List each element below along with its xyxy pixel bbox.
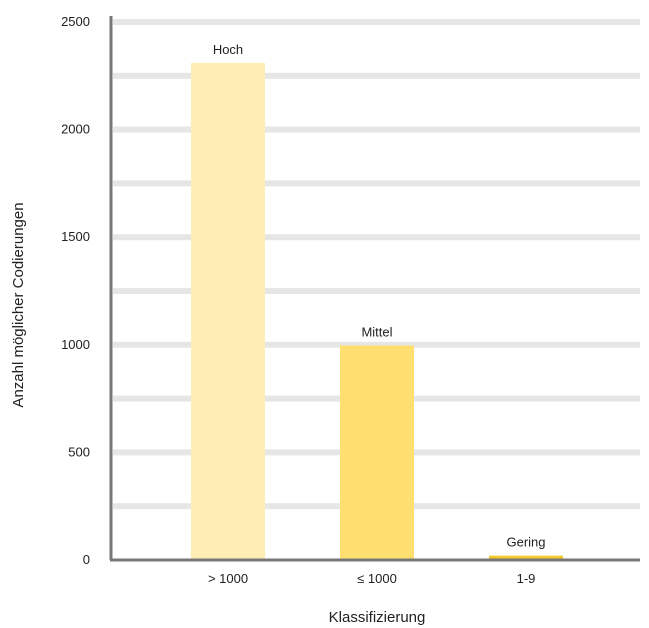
gridline <box>113 234 640 241</box>
gridline <box>113 19 640 25</box>
x-tick-label: > 1000 <box>208 571 248 586</box>
bars <box>191 62 563 560</box>
y-tick-label: 1000 <box>61 337 90 352</box>
bar <box>489 555 563 560</box>
bar-data-label: Gering <box>506 535 545 550</box>
gridline <box>113 180 640 187</box>
gridline <box>113 341 640 348</box>
bar <box>191 62 265 560</box>
y-tick-label: 0 <box>83 552 90 567</box>
x-axis-title: Klassifizierung <box>329 609 426 626</box>
x-tick-labels: > 1000 ≤ 1000 1-9 <box>208 571 535 586</box>
y-tick-label: 500 <box>68 444 90 459</box>
y-axis-title: Anzahl möglicher Codierungen <box>10 202 27 407</box>
x-tick-label: ≤ 1000 <box>357 571 397 586</box>
y-tick-label: 2500 <box>61 14 90 29</box>
bar-data-label: Hoch <box>213 42 243 57</box>
y-tick-labels: 0 500 1000 1500 2000 2500 <box>61 14 90 567</box>
bar <box>340 345 414 560</box>
bar-data-label: Mittel <box>361 324 392 339</box>
y-tick-label: 1500 <box>61 229 90 244</box>
gridline <box>113 72 640 79</box>
gridline <box>113 288 640 294</box>
y-tick-label: 2000 <box>61 122 90 137</box>
bar-labels: Hoch Mittel Gering <box>213 42 546 550</box>
gridline <box>113 126 640 133</box>
x-tick-label: 1-9 <box>517 571 536 586</box>
